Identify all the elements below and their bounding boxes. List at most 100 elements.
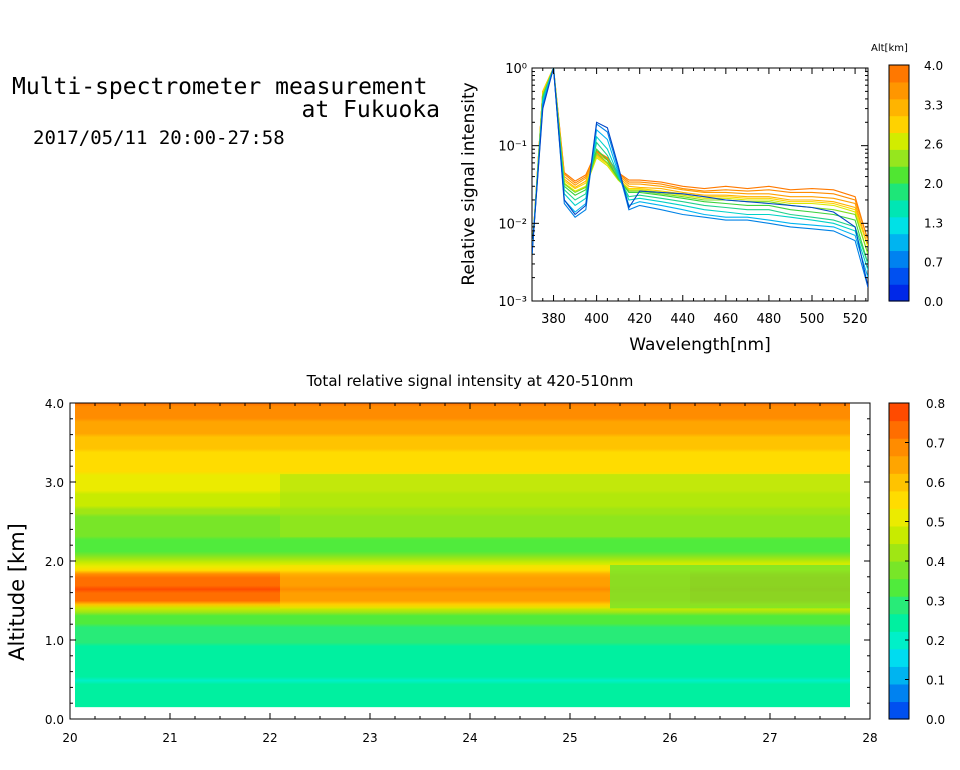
altitude-colorbar-labels: 4.0 3.3 2.6 2.0 1.3 0.7 0.0 — [924, 59, 943, 309]
spectrum-x-tick-label: 460 — [713, 312, 738, 327]
intensity-colorbar-swatches — [889, 403, 909, 720]
spectrum-x-tick-label: 420 — [627, 312, 652, 327]
heatmap-x-ticks: 20 21 22 23 24 25 26 27 28 — [62, 403, 878, 745]
intensity-colorbar-swatch — [889, 631, 909, 650]
intensity-colorbar-label: 0.5 — [926, 516, 945, 530]
heatmap-band-overlay — [610, 564, 850, 609]
intensity-colorbar: 0.8 0.7 0.6 0.5 0.4 0.3 0.2 0.1 0.0 — [888, 397, 945, 727]
spectrum-y-tick-label: 10⁻² — [498, 217, 527, 232]
altitude-colorbar-title: Alt[km] — [871, 43, 908, 54]
spectrum-y-tick-label: 10⁻¹ — [498, 140, 527, 155]
heatmap-x-tick-label: 20 — [62, 731, 77, 745]
intensity-colorbar-swatch — [889, 596, 909, 615]
altitude-colorbar-label: 4.0 — [924, 59, 943, 73]
intensity-colorbar-label: 0.4 — [926, 555, 945, 569]
altitude-colorbar-swatch — [889, 233, 909, 252]
header-datetime: 2017/05/11 20:00-27:58 — [33, 127, 285, 149]
intensity-colorbar-swatch — [889, 490, 909, 509]
intensity-colorbar-label: 0.1 — [926, 674, 945, 688]
intensity-colorbar-swatch — [889, 438, 909, 457]
heatmap-x-tick-label: 27 — [762, 731, 777, 745]
intensity-colorbar-label: 0.8 — [926, 397, 945, 411]
altitude-colorbar: Alt[km] 4.0 3.3 2.6 2.0 1.3 0.7 0.0 — [871, 43, 943, 309]
intensity-colorbar-swatch — [889, 543, 909, 562]
spectrum-x-ticks: 380 400 420 440 460 480 500 520 — [531, 68, 868, 327]
intensity-colorbar-swatch — [889, 648, 909, 667]
spectrum-x-tick-label: 380 — [541, 312, 566, 327]
altitude-colorbar-swatch — [889, 183, 909, 201]
altitude-colorbar-swatch — [889, 199, 909, 218]
spectrum-series-group — [532, 68, 868, 288]
spectrum-series-line — [532, 68, 868, 265]
spectrum-x-tick-label: 440 — [670, 312, 695, 327]
heatmap-y-tick-label: 2.0 — [45, 555, 64, 569]
spectrum-x-axis-label: Wavelength[nm] — [629, 335, 770, 355]
heatmap-x-tick-label: 23 — [362, 731, 377, 745]
intensity-colorbar-swatch — [889, 420, 909, 439]
altitude-colorbar-label: 3.3 — [924, 98, 943, 112]
spectrum-series-line — [532, 68, 868, 288]
spectrum-y-axis-label: Relative signal intensity — [459, 82, 479, 285]
intensity-colorbar-label: 0.2 — [926, 634, 945, 648]
heatmap-field — [75, 403, 850, 708]
heatmap-title: Total relative signal intensity at 420-5… — [306, 372, 634, 390]
spectrum-x-tick-label: 480 — [757, 312, 782, 327]
spectrum-chart: 380 400 420 440 460 480 500 520 10⁻³ 10⁻² 10⁻¹ 10⁰… — [459, 62, 869, 355]
altitude-colorbar-swatch — [889, 216, 909, 235]
intensity-colorbar-label: 0.6 — [926, 476, 945, 490]
altitude-colorbar-frame — [888, 64, 910, 302]
heatmap-chart: Total relative signal intensity at 420-5… — [5, 372, 878, 745]
spectrum-series-line — [532, 68, 868, 271]
intensity-colorbar-label: 0.7 — [926, 437, 945, 451]
altitude-colorbar-label: 1.3 — [924, 216, 943, 230]
altitude-colorbar-swatch — [889, 166, 909, 184]
spectrum-series-line — [532, 68, 868, 255]
spectrum-series-line — [532, 68, 868, 255]
intensity-colorbar-swatch — [889, 683, 909, 703]
altitude-colorbar-swatch — [889, 267, 909, 285]
intensity-colorbar-swatch — [889, 561, 909, 580]
heatmap-x-tick-label: 25 — [562, 731, 577, 745]
altitude-colorbar-swatches — [889, 65, 909, 302]
spectrum-series-line — [532, 68, 868, 255]
intensity-colorbar-swatch — [889, 525, 909, 545]
intensity-colorbar-swatch — [889, 666, 909, 685]
spectrum-series-line — [532, 68, 868, 278]
spectrum-x-tick-label: 400 — [584, 312, 609, 327]
intensity-colorbar-swatch — [889, 473, 909, 492]
spectrum-x-tick-label: 500 — [800, 312, 825, 327]
heatmap-x-tick-label: 22 — [262, 731, 277, 745]
heatmap-x-tick-label: 21 — [162, 731, 177, 745]
intensity-colorbar-labels: 0.8 0.7 0.6 0.5 0.4 0.3 0.2 0.1 0.0 — [905, 397, 945, 727]
intensity-colorbar-swatch — [889, 578, 909, 597]
altitude-colorbar-swatch — [889, 250, 909, 268]
header-title-line2: at Fukuoka — [301, 97, 440, 123]
heatmap-y-tick-label: 4.0 — [45, 397, 64, 411]
altitude-colorbar-label: 2.6 — [924, 138, 943, 152]
heatmap-x-tick-label: 28 — [862, 731, 877, 745]
heatmap-x-tick-label: 24 — [462, 731, 477, 745]
intensity-colorbar-label: 0.3 — [926, 595, 945, 609]
altitude-colorbar-label: 0.7 — [924, 256, 943, 270]
intensity-colorbar-swatch — [889, 613, 909, 632]
altitude-colorbar-swatch — [889, 115, 909, 134]
spectrum-series-line — [532, 68, 868, 288]
spectrum-series-line — [532, 68, 868, 265]
intensity-colorbar-label: 0.0 — [926, 713, 945, 727]
spectrum-y-ticks: 10⁻³ 10⁻² 10⁻¹ 10⁰ — [498, 62, 868, 310]
spectrum-series-line — [532, 68, 868, 255]
altitude-colorbar-swatch — [889, 65, 909, 83]
altitude-colorbar-swatch — [889, 149, 909, 167]
heatmap-y-axis-label: Altitude [km] — [5, 523, 29, 661]
spectrum-y-tick-label: 10⁻³ — [498, 295, 527, 310]
heatmap-x-tick-label: 26 — [662, 731, 677, 745]
altitude-colorbar-swatch — [889, 81, 909, 100]
heatmap-data-group — [75, 403, 850, 708]
altitude-colorbar-label: 2.0 — [924, 177, 943, 191]
header-title-line1: Multi-spectrometer measurement — [12, 74, 428, 100]
intensity-colorbar-swatch — [889, 508, 909, 527]
intensity-colorbar-swatch — [889, 455, 909, 474]
spectrum-x-tick-label: 520 — [843, 312, 868, 327]
altitude-colorbar-swatch — [889, 98, 909, 117]
